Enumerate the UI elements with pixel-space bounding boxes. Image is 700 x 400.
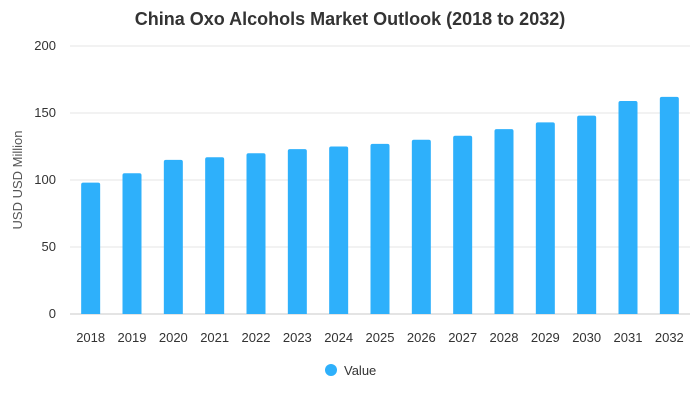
bar-2024[interactable]	[329, 146, 349, 315]
legend-marker	[325, 364, 337, 376]
x-tick-label: 2023	[283, 330, 312, 345]
y-tick-label: 200	[34, 38, 56, 53]
x-tick-label: 2021	[200, 330, 229, 345]
chart-title: China Oxo Alcohols Market Outlook (2018 …	[135, 9, 565, 29]
bar-2029[interactable]	[535, 122, 555, 314]
legend-label: Value	[344, 363, 376, 378]
x-tick-label: 2030	[572, 330, 601, 345]
x-tick-label: 2028	[490, 330, 519, 345]
bar-2030[interactable]	[577, 115, 597, 315]
y-axis-ticks: 0 50 100 150 200	[34, 38, 56, 321]
bar-2031[interactable]	[618, 100, 638, 314]
x-tick-label: 2020	[159, 330, 188, 345]
x-axis-ticks: 2018 2019 2020 2021 2022 2023 2024 2025 2026 2027…	[76, 330, 684, 345]
bar-2018[interactable]	[81, 182, 101, 314]
bar-2020[interactable]	[163, 159, 183, 314]
x-tick-label: 2029	[531, 330, 560, 345]
x-tick-label: 2019	[118, 330, 147, 345]
bar-2028[interactable]	[494, 129, 514, 314]
legend[interactable]: Value	[325, 363, 376, 378]
y-tick-label: 50	[42, 239, 56, 254]
y-tick-label: 150	[34, 105, 56, 120]
x-tick-label: 2025	[366, 330, 395, 345]
y-axis-label: USD USD Million	[10, 131, 25, 230]
x-tick-label: 2027	[448, 330, 477, 345]
x-tick-label: 2022	[242, 330, 271, 345]
bar-2026[interactable]	[411, 139, 431, 314]
x-tick-label: 2026	[407, 330, 436, 345]
bar-2025[interactable]	[370, 143, 390, 314]
x-tick-label: 2032	[655, 330, 684, 345]
bar-2027[interactable]	[453, 135, 473, 314]
bar-2019[interactable]	[122, 173, 142, 314]
bar-2032[interactable]	[659, 96, 679, 314]
bar-2021[interactable]	[205, 157, 225, 314]
bar-series	[81, 96, 679, 315]
bar-2023[interactable]	[287, 149, 307, 314]
y-tick-label: 100	[34, 172, 56, 187]
x-tick-label: 2024	[324, 330, 353, 345]
x-tick-label: 2031	[614, 330, 643, 345]
bar-2022[interactable]	[246, 153, 266, 314]
y-tick-label: 0	[49, 306, 56, 321]
x-tick-label: 2018	[76, 330, 105, 345]
